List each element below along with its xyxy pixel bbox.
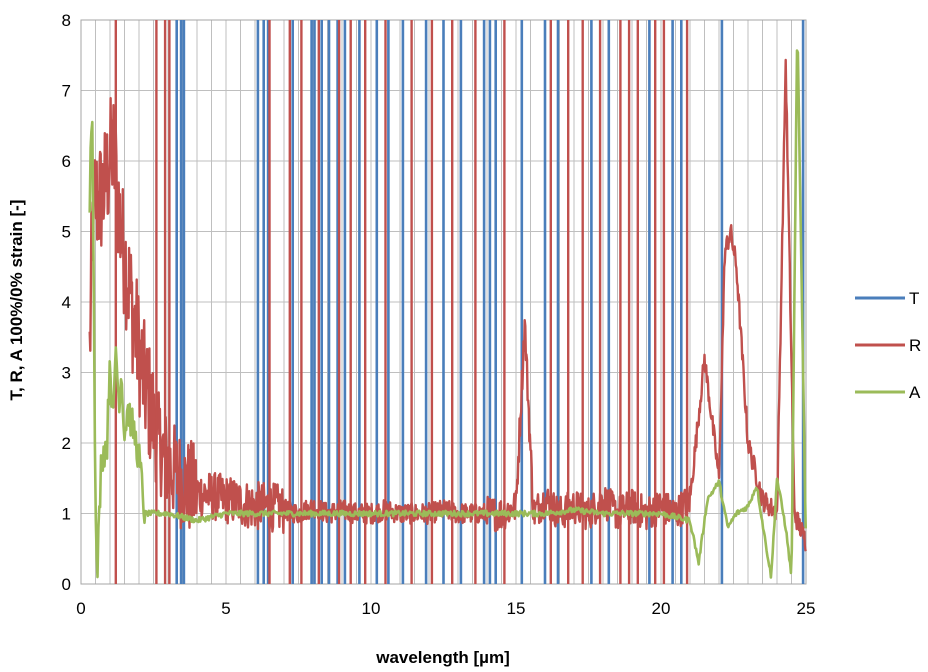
y-tick-label: 2 [62,434,71,453]
y-tick-label: 3 [62,364,71,383]
series-layer [88,20,808,584]
legend: T R A [855,289,921,402]
y-tick-label: 1 [62,505,71,524]
legend-label-R: R [909,336,921,355]
x-tick-label: 25 [797,599,816,618]
series-line-A [88,49,807,579]
legend-label-T: T [909,289,919,308]
x-tick-label: 10 [362,599,381,618]
y-tick-label: 6 [62,152,71,171]
x-axis-title: wavelength [µm] [375,648,510,667]
tick-labels: 0 5 10 15 20 25 0 1 2 3 4 5 6 7 8 [62,11,816,618]
y-tick-label: 4 [62,293,71,312]
legend-label-A: A [909,383,921,402]
y-tick-label: 5 [62,223,71,242]
y-tick-label: 0 [62,575,71,594]
y-tick-label: 8 [62,11,71,30]
x-tick-label: 0 [76,599,85,618]
y-tick-label: 7 [62,82,71,101]
series-line-R-spikes [114,20,689,584]
y-axis-title: T, R, A 100%/0% strain [-] [7,200,26,401]
x-tick-label: 5 [221,599,230,618]
x-tick-label: 15 [507,599,526,618]
x-tick-label: 20 [652,599,671,618]
series-line-T [175,20,805,584]
